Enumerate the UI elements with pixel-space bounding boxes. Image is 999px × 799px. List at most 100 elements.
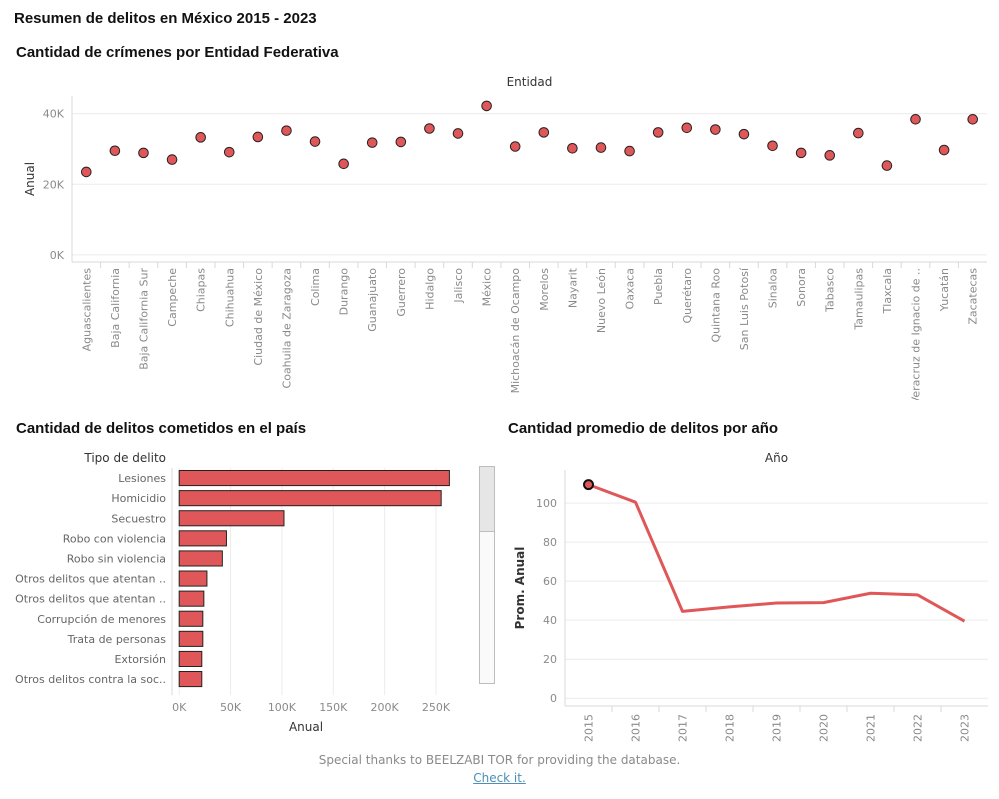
bar [178,470,450,487]
data-point [481,100,492,112]
highlighted-point [583,479,594,491]
x-tick-label: Nayarit [566,267,579,308]
category-label: Secuestro [111,512,166,525]
x-tick-label: Chiapas [195,268,208,312]
bar [178,550,223,567]
scrollbar-thumb[interactable] [480,467,494,532]
bar-chart-scrollbar[interactable] [479,466,495,684]
y-tick-label: 0K [50,249,65,262]
x-tick-label: 2016 [630,714,643,742]
footer-credit: Special thanks to BEELZABI TOR for provi… [318,753,681,767]
bar [178,650,203,667]
data-point [595,142,607,153]
x-tick-label: 2020 [818,714,831,742]
x-tick-label: Campeche [166,268,179,327]
x-tick-label: 0K [172,701,187,714]
x-tick-label: Zacatecas [967,268,980,325]
category-label: Otros delitos que atentan .. [15,593,166,606]
y-axis-label: Anual [23,162,37,196]
bar [178,671,203,688]
y-axis-label: Prom. Anual [513,547,527,630]
data-point [652,127,664,138]
y-tick-label: 80 [543,536,557,549]
data-point [109,145,121,157]
y-tick-label: 20K [43,178,65,191]
data-point [938,144,950,156]
database-link[interactable]: Check it. [473,771,526,785]
y-tick-label: 0 [550,692,557,705]
bar [178,610,204,627]
x-tick-label: Durango [338,268,351,316]
y-tick-label: 100 [536,497,557,510]
x-tick-label: Chihuahua [223,268,236,327]
x-tick-label: Hidalgo [423,268,436,310]
x-tick-label: Tlaxcala [881,268,894,314]
x-tick-label: 2022 [912,714,925,742]
category-label: Extorsión [114,653,166,666]
category-label: Trata de personas [67,633,167,646]
data-point [910,114,921,125]
data-point [223,146,235,158]
x-tick-label: Nuevo León [595,268,608,333]
category-label: Otros delitos que atentan .. [15,573,166,586]
x-tick-label: Tabasco [824,268,837,313]
x-tick-label: 2023 [959,714,972,742]
x-tick-label: Tamaulipas [852,268,865,331]
category-label: Lesiones [118,472,166,485]
x-tick-label: México [481,268,494,307]
x-tick-label: 2015 [583,714,596,742]
x-tick-label: Sinaloa [767,268,780,308]
data-point [824,150,836,161]
tipo-bar-chart[interactable]: Tipo de delito 0K 50K 100K 150K 200K 250K Lesio… [0,444,478,744]
x-tick-label: Veracruz de Ignacio de .. [910,268,923,400]
x-tick-label: Baja California Sur [137,268,150,370]
x-tick-label: Guanajuato [366,268,379,332]
x-tick-label: Ciudad de México [252,268,265,366]
x-tick-label: 200K [371,701,400,714]
x-tick-label: Jalisco [452,268,465,304]
x-tick-label: 2018 [724,714,737,742]
x-tick-label: Yucatán [938,268,951,312]
x-tick-label: Oaxaca [624,268,637,309]
data-point [881,160,893,171]
tipo-header: Tipo de delito [83,451,166,465]
x-tick-label: Puebla [652,268,665,305]
x-tick-label: Quintana Roo [709,268,722,343]
data-point [767,140,778,152]
data-point [80,166,92,178]
bar [178,590,205,607]
data-point [509,141,521,152]
x-tick-label: 250K [422,701,451,714]
x-tick-label: 2021 [865,714,878,742]
data-point [281,125,292,136]
x-tick-label: Querétaro [681,268,694,324]
bar [178,510,285,527]
entidad-chart-title: Cantidad de crímenes por Entidad Federat… [16,44,339,61]
data-point [567,142,578,154]
x-tick-label: Morelos [538,268,551,311]
anio-line-chart[interactable]: Año 0 20 40 60 80 100 Prom. Anual 2015 2016 2017 20… [500,444,999,744]
category-label: Robo sin violencia [67,552,166,565]
data-point [795,147,807,159]
x-tick-label: 150K [319,701,348,714]
y-tick-label: 40 [543,614,557,627]
entidad-scatter-chart[interactable]: Entidad 0K 20K 40K Anual Aguascalientes Baja C… [0,66,999,400]
category-label: Otros delitos contra la soc.. [15,673,166,686]
x-tick-label: Baja California [109,268,122,348]
data-point [967,114,979,125]
data-point [309,136,321,147]
x-tick-label: 50K [220,701,242,714]
data-point [424,123,435,134]
data-point [538,127,550,138]
data-point [395,136,407,148]
y-tick-label: 20 [543,653,557,666]
data-point [624,145,635,157]
bar [178,490,442,507]
category-label: Corrupción de menores [37,613,166,626]
y-tick-label: 40K [43,108,65,121]
y-tick-label: 60 [543,575,557,588]
dashboard-title: Resumen de delitos en México 2015 - 2023 [14,10,317,27]
data-point [366,137,378,148]
data-point [138,147,149,159]
anio-chart-title: Cantidad promedio de delitos por año [508,420,779,437]
